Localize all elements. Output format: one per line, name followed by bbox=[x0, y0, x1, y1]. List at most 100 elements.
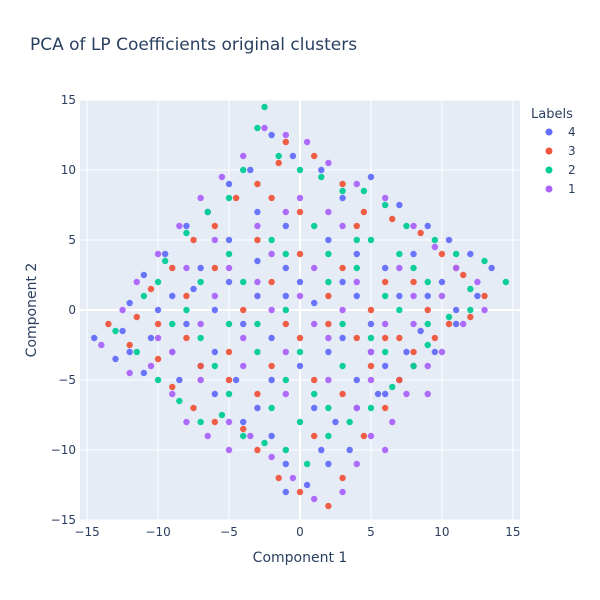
data-point-series-2 bbox=[282, 376, 290, 384]
data-point-series-2 bbox=[325, 404, 332, 412]
data-point-series-2 bbox=[367, 404, 375, 412]
legend-label: 3 bbox=[568, 144, 576, 158]
data-point-series-2 bbox=[183, 229, 190, 237]
data-point-series-2 bbox=[303, 460, 311, 468]
x-axis-title: Component 1 bbox=[253, 550, 348, 566]
data-point-series-4 bbox=[403, 348, 410, 356]
data-point-series-3 bbox=[353, 334, 360, 342]
data-point-series-1 bbox=[424, 362, 431, 370]
data-point-series-4 bbox=[381, 264, 389, 272]
data-point-series-2 bbox=[445, 313, 453, 321]
data-point-series-4 bbox=[318, 446, 325, 454]
data-point-series-2 bbox=[381, 348, 389, 356]
data-point-series-1 bbox=[282, 390, 290, 398]
data-point-series-1 bbox=[474, 278, 481, 286]
data-point-series-2 bbox=[467, 306, 474, 314]
data-point-series-4 bbox=[254, 257, 261, 265]
data-point-series-4 bbox=[90, 334, 98, 342]
data-point-series-3 bbox=[481, 292, 488, 300]
data-point-series-3 bbox=[169, 264, 176, 272]
data-point-series-3 bbox=[339, 474, 346, 482]
data-point-series-4 bbox=[452, 306, 460, 314]
data-point-series-3 bbox=[431, 334, 439, 342]
data-point-series-3 bbox=[310, 376, 318, 384]
data-point-series-2 bbox=[353, 264, 360, 272]
data-point-series-3 bbox=[268, 194, 275, 202]
data-point-series-2 bbox=[240, 278, 247, 286]
data-point-series-1 bbox=[396, 264, 403, 272]
data-point-series-3 bbox=[190, 236, 197, 244]
data-point-series-4 bbox=[225, 236, 233, 244]
data-point-series-4 bbox=[225, 180, 233, 188]
data-point-series-3 bbox=[282, 320, 290, 328]
data-point-series-4 bbox=[417, 327, 424, 335]
data-point-series-4 bbox=[438, 278, 446, 286]
data-point-series-2 bbox=[467, 285, 474, 293]
data-point-series-1 bbox=[176, 222, 183, 230]
data-point-series-2 bbox=[211, 362, 219, 370]
data-point-series-3 bbox=[240, 306, 247, 314]
data-point-series-4 bbox=[289, 152, 297, 160]
data-point-series-1 bbox=[126, 369, 133, 377]
legend[interactable]: Labels 4 3 2 1 bbox=[531, 107, 576, 196]
data-point-series-4 bbox=[197, 264, 204, 272]
data-point-series-4 bbox=[282, 264, 290, 272]
x-tick-label: −10 bbox=[145, 525, 170, 539]
data-point-series-1 bbox=[254, 222, 261, 230]
data-point-series-1 bbox=[339, 306, 346, 314]
data-point-series-1 bbox=[204, 432, 211, 440]
data-point-series-2 bbox=[261, 439, 268, 447]
data-point-series-1 bbox=[310, 495, 318, 503]
data-point-series-3 bbox=[396, 376, 403, 384]
data-point-series-4 bbox=[353, 292, 360, 300]
data-point-series-4 bbox=[467, 250, 474, 258]
data-point-series-4 bbox=[183, 320, 190, 328]
data-point-series-1 bbox=[367, 432, 375, 440]
data-point-series-3 bbox=[296, 208, 304, 216]
data-point-series-4 bbox=[353, 376, 360, 384]
data-point-series-1 bbox=[225, 446, 233, 454]
data-point-series-3 bbox=[197, 362, 204, 370]
data-point-series-1 bbox=[403, 390, 410, 398]
data-point-series-1 bbox=[225, 264, 233, 272]
data-point-series-3 bbox=[211, 222, 219, 230]
legend-item-3[interactable]: 3 bbox=[545, 144, 576, 158]
legend-item-2[interactable]: 2 bbox=[545, 163, 576, 177]
y-tick-label: 15 bbox=[61, 93, 76, 107]
data-point-series-2 bbox=[367, 236, 375, 244]
data-point-series-1 bbox=[367, 376, 375, 384]
data-point-series-1 bbox=[147, 362, 155, 370]
data-point-series-4 bbox=[247, 166, 254, 174]
data-point-series-4 bbox=[381, 390, 389, 398]
legend-items[interactable]: 4 3 2 1 bbox=[545, 125, 576, 196]
data-point-series-3 bbox=[381, 278, 389, 286]
data-point-series-1 bbox=[154, 334, 162, 342]
data-point-series-3 bbox=[360, 432, 368, 440]
data-point-series-2 bbox=[225, 390, 233, 398]
data-point-series-4 bbox=[339, 334, 346, 342]
data-point-series-4 bbox=[445, 236, 453, 244]
data-point-series-4 bbox=[268, 131, 275, 139]
data-point-series-1 bbox=[481, 306, 488, 314]
data-point-series-4 bbox=[126, 299, 133, 307]
legend-item-4[interactable]: 4 bbox=[545, 125, 576, 139]
data-point-series-3 bbox=[410, 348, 417, 356]
data-point-series-3 bbox=[282, 138, 290, 146]
data-point-series-3 bbox=[105, 320, 112, 328]
legend-item-1[interactable]: 1 bbox=[545, 182, 576, 196]
data-point-series-4 bbox=[268, 334, 275, 342]
data-point-series-3 bbox=[254, 236, 261, 244]
y-axis-title: Component 2 bbox=[24, 263, 40, 358]
data-point-series-1 bbox=[225, 418, 233, 426]
data-point-series-2 bbox=[204, 208, 211, 216]
data-point-series-3 bbox=[183, 292, 190, 300]
data-point-series-3 bbox=[225, 376, 233, 384]
data-point-series-4 bbox=[318, 166, 325, 174]
data-point-series-1 bbox=[169, 390, 176, 398]
data-point-series-1 bbox=[381, 320, 389, 328]
data-point-series-1 bbox=[296, 292, 304, 300]
data-point-series-3 bbox=[225, 348, 233, 356]
data-point-series-1 bbox=[197, 320, 204, 328]
data-point-series-1 bbox=[282, 208, 290, 216]
data-point-series-1 bbox=[197, 376, 204, 384]
